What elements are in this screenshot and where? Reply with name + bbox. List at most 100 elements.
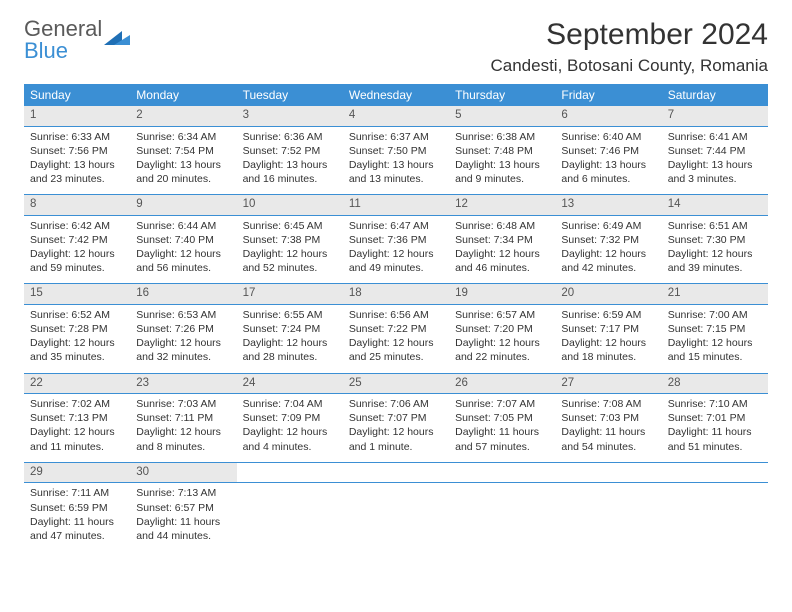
day-cell: Sunrise: 7:13 AMSunset: 6:57 PMDaylight:…: [130, 483, 236, 551]
day-number: 6: [555, 106, 661, 126]
cell-text: Sunset: 7:42 PM: [30, 233, 124, 247]
cell-text: Sunset: 7:30 PM: [668, 233, 762, 247]
cell-text: and 20 minutes.: [136, 172, 230, 186]
cell-text: Daylight: 13 hours: [561, 158, 655, 172]
cell-text: Daylight: 12 hours: [455, 247, 549, 261]
cell-text: Daylight: 12 hours: [349, 425, 443, 439]
day-number: 1: [24, 106, 130, 126]
day-cell: Sunrise: 6:48 AMSunset: 7:34 PMDaylight:…: [449, 215, 555, 284]
day-number: 24: [237, 373, 343, 394]
day-detail-row: Sunrise: 7:02 AMSunset: 7:13 PM Daylight:…: [24, 394, 768, 463]
cell-text: Sunrise: 6:51 AM: [668, 219, 762, 233]
day-cell: Sunrise: 6:36 AMSunset: 7:52 PMDaylight:…: [237, 126, 343, 195]
day-cell: Sunrise: 6:40 AMSunset: 7:46 PMDaylight:…: [555, 126, 661, 195]
cell-text: Sunrise: 7:08 AM: [561, 397, 655, 411]
cell-text: Sunset: 7:52 PM: [243, 144, 337, 158]
day-number: 27: [555, 373, 661, 394]
day-header: Friday: [555, 84, 661, 106]
cell-text: and 8 minutes.: [136, 440, 230, 454]
day-number: 10: [237, 195, 343, 216]
cell-text: Daylight: 13 hours: [455, 158, 549, 172]
day-number: 18: [343, 284, 449, 305]
day-cell: Sunrise: 6:37 AMSunset: 7:50 PMDaylight:…: [343, 126, 449, 195]
day-number: [662, 462, 768, 483]
cell-text: Sunset: 7:11 PM: [136, 411, 230, 425]
cell-text: Sunset: 7:03 PM: [561, 411, 655, 425]
cell-text: Daylight: 11 hours: [561, 425, 655, 439]
cell-text: and 57 minutes.: [455, 440, 549, 454]
cell-text: and 51 minutes.: [668, 440, 762, 454]
day-cell: Sunrise: 6:47 AMSunset: 7:36 PMDaylight:…: [343, 215, 449, 284]
cell-text: and 22 minutes.: [455, 350, 549, 364]
day-cell: Sunrise: 7:02 AMSunset: 7:13 PMDaylight:…: [24, 394, 130, 463]
logo-text-2: Blue: [24, 38, 68, 63]
cell-text: Sunset: 7:26 PM: [136, 322, 230, 336]
day-cell: Sunrise: 7:07 AMSunset: 7:05 PMDaylight:…: [449, 394, 555, 463]
cell-text: Daylight: 12 hours: [455, 336, 549, 350]
day-header: Thursday: [449, 84, 555, 106]
cell-text: and 59 minutes.: [30, 261, 124, 275]
cell-text: Sunrise: 6:59 AM: [561, 308, 655, 322]
cell-text: Sunrise: 6:57 AM: [455, 308, 549, 322]
cell-text: Sunrise: 7:04 AM: [243, 397, 337, 411]
cell-text: Sunrise: 6:44 AM: [136, 219, 230, 233]
day-number: 25: [343, 373, 449, 394]
day-number: 15: [24, 284, 130, 305]
cell-text: Sunrise: 6:34 AM: [136, 130, 230, 144]
day-cell: Sunrise: 7:03 AMSunset: 7:11 PMDaylight:…: [130, 394, 236, 463]
cell-text: Sunrise: 6:38 AM: [455, 130, 549, 144]
day-number: 5: [449, 106, 555, 126]
cell-text: Daylight: 12 hours: [30, 247, 124, 261]
cell-text: Sunset: 7:20 PM: [455, 322, 549, 336]
day-header: Monday: [130, 84, 236, 106]
cell-text: Daylight: 11 hours: [30, 515, 124, 529]
day-number: 21: [662, 284, 768, 305]
cell-text: and 16 minutes.: [243, 172, 337, 186]
cell-text: Sunrise: 6:53 AM: [136, 308, 230, 322]
day-number: 7: [662, 106, 768, 126]
day-number: 17: [237, 284, 343, 305]
cell-text: Sunset: 7:13 PM: [30, 411, 124, 425]
day-number: 4: [343, 106, 449, 126]
cell-text: and 35 minutes.: [30, 350, 124, 364]
day-cell: Sunrise: 6:38 AMSunset: 7:48 PMDaylight:…: [449, 126, 555, 195]
cell-text: Daylight: 12 hours: [30, 336, 124, 350]
cell-text: Daylight: 12 hours: [136, 247, 230, 261]
day-cell: Sunrise: 6:33 AMSunset: 7:56 PMDaylight:…: [24, 126, 130, 195]
day-number: 2: [130, 106, 236, 126]
day-number: 14: [662, 195, 768, 216]
cell-text: Sunset: 7:15 PM: [668, 322, 762, 336]
day-cell: Sunrise: 7:04 AMSunset: 7:09 PMDaylight:…: [237, 394, 343, 463]
cell-text: Sunrise: 7:10 AM: [668, 397, 762, 411]
cell-text: Sunrise: 6:37 AM: [349, 130, 443, 144]
cell-text: and 42 minutes.: [561, 261, 655, 275]
calendar-table: Sunday Monday Tuesday Wednesday Thursday…: [24, 84, 768, 551]
day-header: Tuesday: [237, 84, 343, 106]
cell-text: Sunset: 7:38 PM: [243, 233, 337, 247]
cell-text: Daylight: 12 hours: [668, 247, 762, 261]
day-cell: Sunrise: 6:56 AMSunset: 7:22 PMDaylight:…: [343, 304, 449, 373]
cell-text: Sunset: 7:34 PM: [455, 233, 549, 247]
day-cell: Sunrise: 6:44 AMSunset: 7:40 PMDaylight:…: [130, 215, 236, 284]
logo: General Blue: [24, 18, 132, 62]
cell-text: Sunrise: 6:45 AM: [243, 219, 337, 233]
cell-text: Daylight: 12 hours: [243, 247, 337, 261]
day-number-row: 2930: [24, 462, 768, 483]
cell-text: Sunset: 7:48 PM: [455, 144, 549, 158]
cell-text: Sunset: 7:40 PM: [136, 233, 230, 247]
cell-text: Sunrise: 7:11 AM: [30, 486, 124, 500]
day-number: 30: [130, 462, 236, 483]
cell-text: and 49 minutes.: [349, 261, 443, 275]
cell-text: Sunrise: 7:07 AM: [455, 397, 549, 411]
day-cell: Sunrise: 6:42 AMSunset: 7:42 PMDaylight:…: [24, 215, 130, 284]
cell-text: Daylight: 12 hours: [561, 247, 655, 261]
location: Candesti, Botosani County, Romania: [490, 56, 768, 76]
cell-text: Sunrise: 7:00 AM: [668, 308, 762, 322]
day-detail-row: Sunrise: 7:11 AMSunset: 6:59 PMDaylight:…: [24, 483, 768, 551]
cell-text: and 28 minutes.: [243, 350, 337, 364]
cell-text: and 1 minute.: [349, 440, 443, 454]
cell-text: Sunrise: 7:02 AM: [30, 397, 124, 411]
cell-text: and 18 minutes.: [561, 350, 655, 364]
day-cell: Sunrise: 7:06 AMSunset: 7:07 PMDaylight:…: [343, 394, 449, 463]
day-number: 26: [449, 373, 555, 394]
